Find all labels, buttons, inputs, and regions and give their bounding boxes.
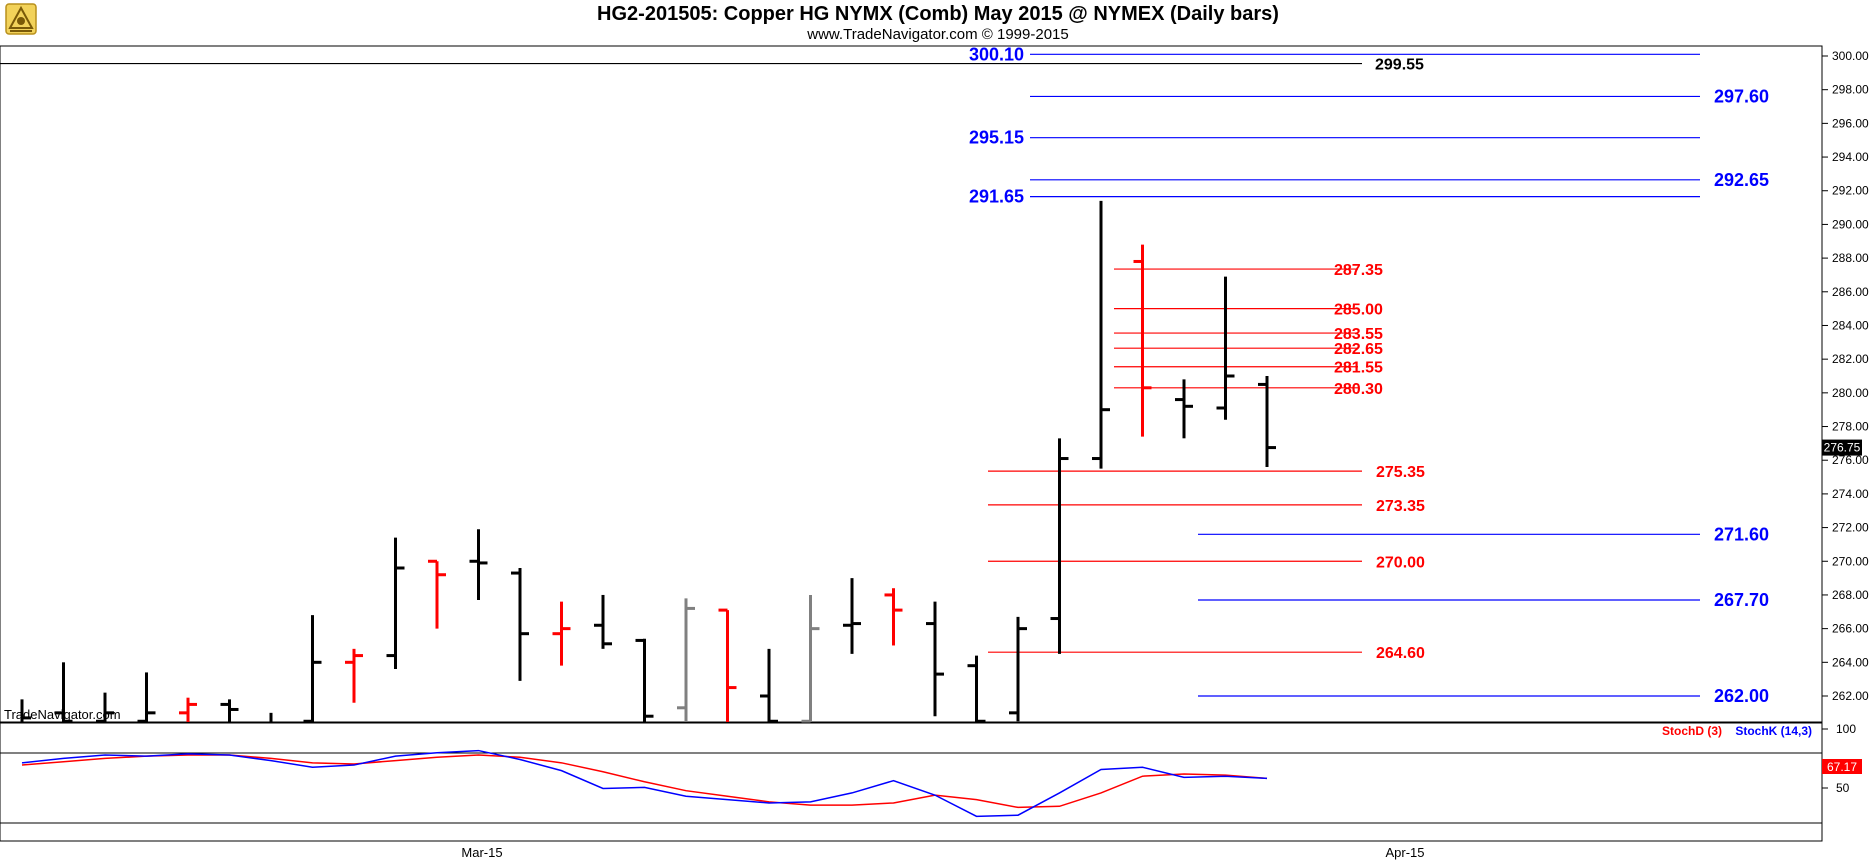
price-tick-label: 264.00 bbox=[1832, 655, 1869, 669]
price-tick-label: 290.00 bbox=[1832, 217, 1869, 231]
ohlc-bar bbox=[1258, 376, 1276, 467]
x-tick-label: Apr-15 bbox=[1385, 845, 1424, 860]
price-tick-label: 296.00 bbox=[1832, 116, 1869, 130]
ohlc-bar bbox=[760, 648, 778, 723]
level-label: 292.65 bbox=[1714, 170, 1769, 190]
stochastics-lines bbox=[21, 749, 1268, 818]
stochastics-last-marker: 67.17 bbox=[1822, 759, 1862, 774]
ohlc-bar bbox=[220, 699, 239, 722]
ohlc-bar bbox=[552, 601, 571, 666]
stochastics-series-line bbox=[21, 749, 1268, 818]
price-tick-label: 280.00 bbox=[1832, 386, 1869, 400]
stochastics-tick-label: 100 bbox=[1836, 722, 1856, 736]
level-lines: 300.10 299.55 297.60 295.15 292.65 291.65 287.… bbox=[0, 44, 1769, 706]
chart-title: HG2-201505: Copper HG NYMX (Comb) May 20… bbox=[597, 3, 1279, 25]
stochastics-tick-label: 50 bbox=[1836, 781, 1850, 795]
price-tick-label: 272.00 bbox=[1832, 521, 1869, 535]
last-price-label: 276.75 bbox=[1824, 441, 1861, 455]
ohlc-bar bbox=[884, 588, 903, 646]
price-tick-label: 288.00 bbox=[1832, 251, 1869, 265]
level-label: 295.15 bbox=[969, 128, 1024, 148]
price-tick-label: 278.00 bbox=[1832, 420, 1869, 434]
ohlc-bar bbox=[428, 559, 446, 629]
ohlc-bar bbox=[1009, 616, 1027, 722]
ohlc-bar bbox=[20, 699, 31, 722]
price-tick-label: 268.00 bbox=[1832, 588, 1869, 602]
price-tick-label: 270.00 bbox=[1832, 554, 1869, 568]
price-tick-label: 286.00 bbox=[1832, 285, 1869, 299]
ohlc-bar bbox=[1133, 244, 1152, 437]
price-tick-label: 282.00 bbox=[1832, 352, 1869, 366]
ohlc-bar bbox=[926, 601, 944, 717]
price-tick-label: 292.00 bbox=[1832, 184, 1869, 198]
level-label: 285.00 bbox=[1334, 302, 1383, 319]
ohlc-bar bbox=[801, 594, 820, 723]
ohlc-bar bbox=[677, 598, 695, 722]
price-tick-label: 284.00 bbox=[1832, 318, 1869, 332]
ohlc-bar bbox=[1050, 438, 1069, 654]
level-label: 283.55 bbox=[1334, 326, 1383, 343]
price-tick-label: 298.00 bbox=[1832, 83, 1869, 97]
level-label: 270.00 bbox=[1376, 554, 1425, 571]
title-bar: HG2-201505: Copper HG NYMX (Comb) May 20… bbox=[0, 0, 1876, 46]
price-tick-label: 274.00 bbox=[1832, 487, 1869, 501]
trade-navigator-logo-icon bbox=[5, 3, 37, 35]
level-label: 297.60 bbox=[1714, 86, 1769, 106]
level-label: 264.60 bbox=[1376, 645, 1425, 662]
ohlc-bar bbox=[96, 692, 114, 723]
level-label: 271.60 bbox=[1714, 524, 1769, 544]
ohlc-bar bbox=[1092, 200, 1110, 469]
chart-subtitle: www.TradeNavigator.com © 1999-2015 bbox=[807, 26, 1069, 43]
ohlc-bar bbox=[594, 594, 612, 649]
stochastics-last-label: 67.17 bbox=[1827, 760, 1857, 774]
price-tick-label: 266.00 bbox=[1832, 622, 1869, 636]
stochastics-panel-frame bbox=[0, 722, 1823, 842]
stochastics-panel: 100 50 StochD (3) StochK (14,3) 67.17 bbox=[0, 722, 1862, 842]
ohlc-bar bbox=[635, 638, 654, 722]
level-label: 267.70 bbox=[1714, 590, 1769, 610]
level-label: 275.35 bbox=[1376, 464, 1425, 481]
price-tick-label: 262.00 bbox=[1832, 689, 1869, 703]
ohlc-bars bbox=[20, 200, 1276, 723]
ohlc-bar bbox=[843, 578, 861, 654]
ohlc-bar bbox=[469, 529, 488, 600]
watermark-text: TradeNavigator.com bbox=[4, 707, 121, 722]
ohlc-bar bbox=[303, 615, 322, 723]
price-panel: 262.00 264.00 266.00 268.00 270.00 272.00 274.… bbox=[0, 44, 1869, 723]
level-label: 287.35 bbox=[1334, 262, 1383, 279]
level-label: 273.35 bbox=[1376, 498, 1425, 515]
ohlc-bar bbox=[718, 608, 737, 722]
last-price-box bbox=[1822, 439, 1862, 456]
ohlc-bar bbox=[137, 672, 156, 723]
level-label: 280.30 bbox=[1334, 381, 1383, 398]
ohlc-bar bbox=[511, 568, 529, 681]
price-panel-frame bbox=[0, 45, 1823, 723]
legend-stoch-d: StochD (3) bbox=[1662, 724, 1722, 738]
date-axis: Mar-15 Apr-15 bbox=[461, 845, 1424, 860]
stochastics-axis: 100 50 bbox=[0, 722, 1856, 824]
ohlc-bar bbox=[1175, 379, 1193, 439]
level-label: 299.55 bbox=[1375, 57, 1424, 74]
ohlc-bar bbox=[345, 648, 363, 703]
price-tick-label: 300.00 bbox=[1832, 49, 1869, 63]
ohlc-bar bbox=[179, 697, 197, 722]
level-label: 262.00 bbox=[1714, 686, 1769, 706]
ohlc-bar bbox=[386, 537, 405, 670]
level-label: 300.10 bbox=[969, 44, 1024, 64]
ohlc-bar bbox=[1216, 276, 1235, 420]
level-label: 291.65 bbox=[969, 187, 1024, 207]
level-label: 282.65 bbox=[1334, 341, 1383, 358]
level-label: 281.55 bbox=[1334, 360, 1383, 377]
price-tick-label: 276.00 bbox=[1832, 453, 1869, 467]
last-price-marker: 276.75 bbox=[1822, 439, 1862, 456]
ohlc-bar bbox=[967, 655, 986, 723]
stochastics-last-box bbox=[1822, 759, 1862, 774]
legend-stoch-k: StochK (14,3) bbox=[1735, 724, 1812, 738]
price-axis: 262.00 264.00 266.00 268.00 270.00 272.00 274.… bbox=[1822, 49, 1869, 703]
ohlc-bar bbox=[54, 662, 73, 723]
x-tick-label: Mar-15 bbox=[461, 845, 502, 860]
price-tick-label: 294.00 bbox=[1832, 150, 1869, 164]
